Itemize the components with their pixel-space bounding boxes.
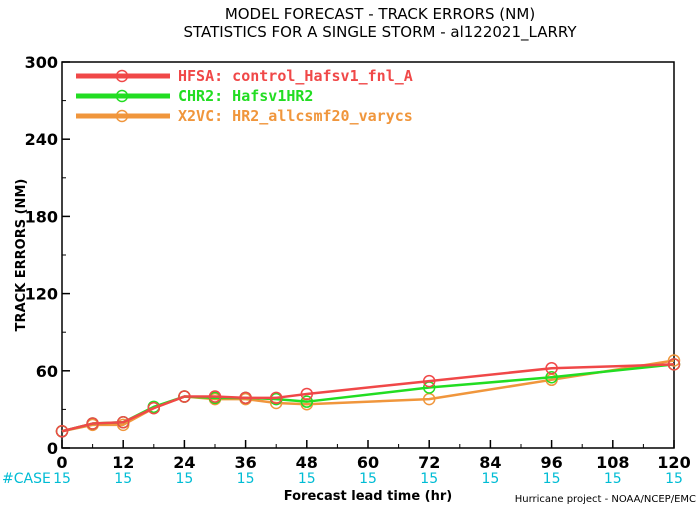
y-axis-label: TRACK ERRORS (NM) [14,179,29,332]
y-tick-label: 0 [47,439,58,458]
data-point [300,395,314,408]
data-point [422,374,436,388]
data-point [239,391,252,405]
data-point [86,417,99,430]
y-tick-label: 180 [25,207,58,226]
data-point [300,387,314,401]
series-line [61,359,675,433]
x-tick-label: 48 [296,453,318,472]
y-tick-label: 120 [25,285,58,304]
x-tick-label: 60 [357,453,379,472]
x-axis-ticks: 0 12 24 36 48 60 72 84 96 108 120 [56,440,691,472]
data-point [178,390,191,403]
y-axis-ticks: 0 60 120 180 240 300 [25,53,70,458]
legend-entry: X2VC: HR2_allcsmf20_varycs [178,107,413,125]
case-counts: 15 15 15 15 15 15 15 15 15 15 15 [53,471,683,487]
x-tick-label: 120 [657,453,690,472]
legend-marker [115,89,129,103]
case-count: 15 [175,471,193,487]
chart-title: MODEL FORECAST - TRACK ERRORS (NM) [225,5,535,23]
data-point [667,354,681,367]
case-count: 15 [237,471,255,487]
case-count: 15 [53,471,71,487]
x-axis-label: Forecast lead time (hr) [284,489,452,504]
legend-marker [115,109,129,123]
x-tick-label: 12 [112,453,134,472]
x-tick-label: 72 [418,453,440,472]
x-tick-label: 0 [56,453,67,472]
chart-subtitle: STATISTICS FOR A SINGLE STORM - al122021… [183,23,577,42]
data-point [116,416,130,429]
data-point [147,401,161,415]
case-count: 15 [420,471,438,487]
data-point [667,358,681,371]
x-tick-label: 84 [479,453,501,472]
case-count: 15 [665,471,683,487]
data-point [545,370,558,384]
data-point [55,425,69,438]
case-count: 15 [298,471,316,487]
y-tick-label: 60 [36,362,58,381]
credit-text: Hurricane project - NOAA/NCEP/EMC [515,494,696,505]
legend: HFSA: control_Hafsv1_fnl_A CHR2: Hafsv1HR… [76,67,413,125]
data-point [269,391,283,405]
x-tick-label: 108 [596,453,629,472]
case-count: 15 [481,471,499,487]
y-tick-label: 300 [25,53,58,72]
case-count: 15 [114,471,132,487]
case-count: 15 [359,471,377,487]
legend-entry: CHR2: Hafsv1HR2 [178,87,313,105]
x-tick-label: 36 [234,453,256,472]
case-count: 15 [543,471,561,487]
legend-marker [115,69,129,83]
series-layer [55,354,681,438]
legend-entry: HFSA: control_Hafsv1_fnl_A [178,67,413,85]
data-point [208,390,222,403]
y-tick-label: 240 [25,130,58,149]
data-point [545,361,558,375]
x-tick-label: 96 [540,453,562,472]
x-tick-label: 24 [173,453,195,472]
case-label: #CASE [2,471,51,487]
case-count: 15 [604,471,622,487]
series-line [61,363,675,433]
